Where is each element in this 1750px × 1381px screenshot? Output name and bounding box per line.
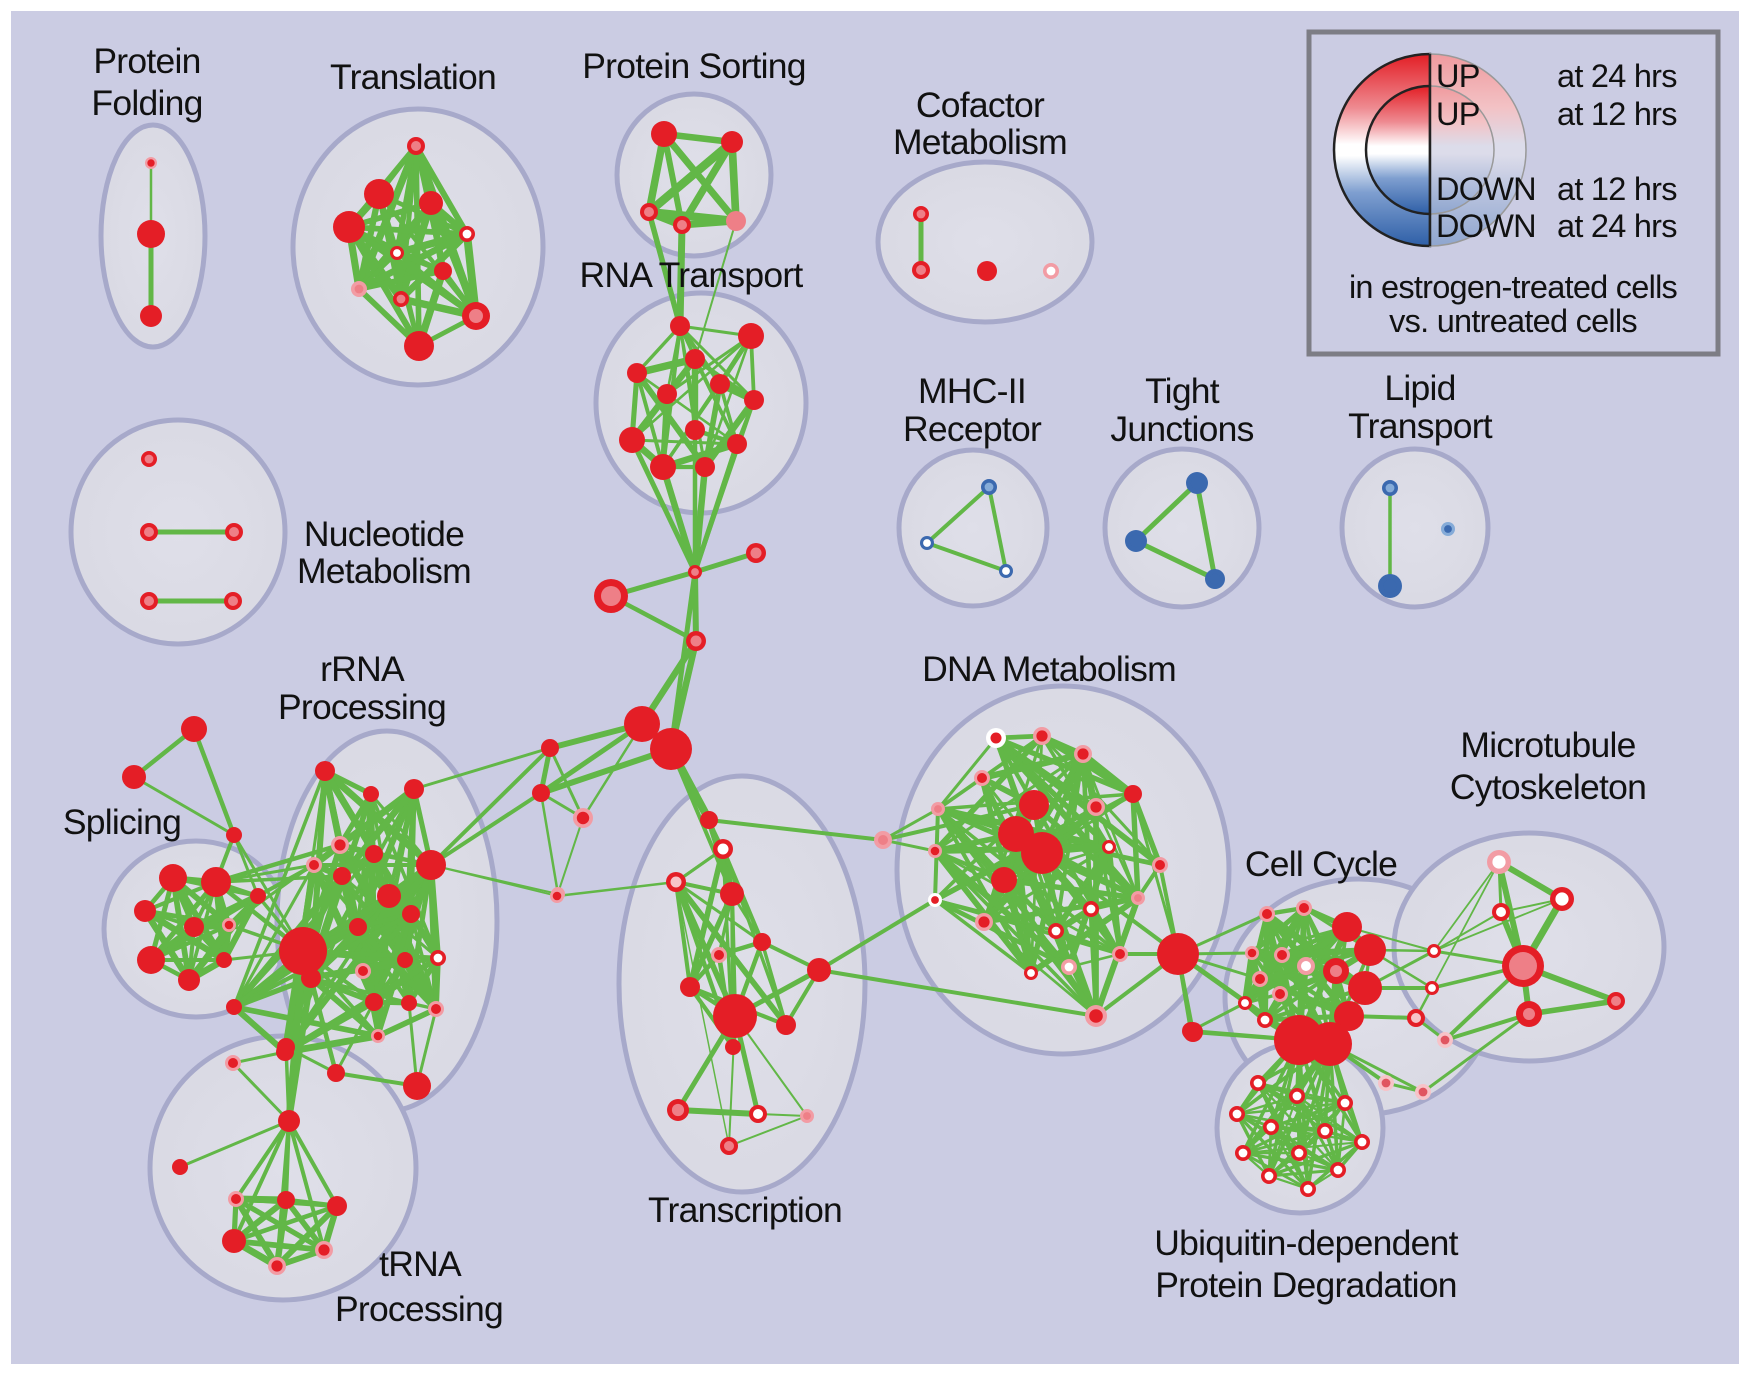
svg-text:Protein Degradation: Protein Degradation — [1155, 1265, 1457, 1305]
svg-text:Splicing: Splicing — [63, 802, 181, 842]
svg-text:Transport: Transport — [1348, 406, 1493, 446]
svg-text:at 12 hrs: at 12 hrs — [1557, 96, 1677, 132]
svg-text:RNA Transport: RNA Transport — [579, 255, 803, 295]
svg-text:Cell Cycle: Cell Cycle — [1245, 844, 1397, 884]
svg-text:DOWN: DOWN — [1436, 171, 1536, 207]
svg-text:DOWN: DOWN — [1436, 208, 1536, 244]
svg-text:Lipid: Lipid — [1384, 368, 1455, 408]
svg-text:Cytoskeleton: Cytoskeleton — [1450, 767, 1646, 807]
svg-text:UP: UP — [1436, 96, 1480, 132]
svg-text:rRNA: rRNA — [320, 649, 405, 689]
svg-text:Receptor: Receptor — [903, 409, 1042, 449]
svg-text:at 24 hrs: at 24 hrs — [1557, 208, 1677, 244]
svg-text:UP: UP — [1436, 58, 1480, 94]
svg-text:Microtubule: Microtubule — [1460, 725, 1635, 765]
svg-text:tRNA: tRNA — [379, 1244, 462, 1284]
svg-text:Cofactor: Cofactor — [916, 85, 1045, 125]
svg-text:MHC-II: MHC-II — [918, 371, 1026, 411]
svg-text:Protein Sorting: Protein Sorting — [582, 46, 806, 86]
svg-text:Translation: Translation — [330, 57, 496, 97]
svg-text:Nucleotide: Nucleotide — [304, 514, 464, 554]
svg-text:Protein: Protein — [93, 41, 200, 81]
svg-text:vs. untreated cells: vs. untreated cells — [1389, 303, 1637, 339]
svg-text:Metabolism: Metabolism — [297, 551, 471, 591]
svg-text:DNA Metabolism: DNA Metabolism — [922, 649, 1176, 689]
svg-text:Junctions: Junctions — [1110, 409, 1253, 449]
svg-text:in estrogen-treated cells: in estrogen-treated cells — [1349, 269, 1678, 305]
svg-text:Transcription: Transcription — [648, 1190, 842, 1230]
svg-text:Processing: Processing — [278, 687, 446, 727]
svg-text:at 24 hrs: at 24 hrs — [1557, 58, 1677, 94]
svg-text:Folding: Folding — [91, 83, 202, 123]
svg-text:Metabolism: Metabolism — [893, 122, 1067, 162]
svg-text:Ubiquitin-dependent: Ubiquitin-dependent — [1154, 1223, 1458, 1263]
svg-text:at 12 hrs: at 12 hrs — [1557, 171, 1677, 207]
svg-text:Tight: Tight — [1145, 371, 1220, 411]
svg-text:Processing: Processing — [335, 1289, 503, 1329]
